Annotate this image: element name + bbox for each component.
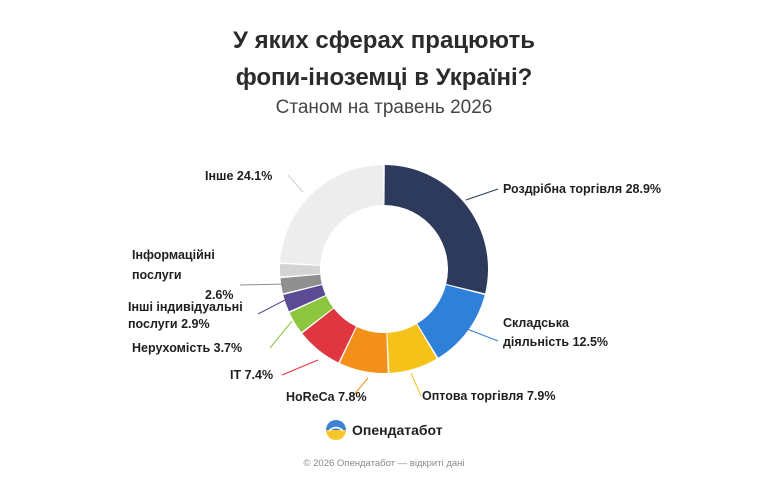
donut-slice-4 [339, 326, 388, 373]
leader-line-5 [281, 359, 319, 376]
donut-slice-7 [283, 285, 326, 312]
donut-slice-1 [384, 165, 488, 294]
slice-label-10-line-1: Інше 24.1% [205, 169, 272, 183]
slice-label-3-line-1: Оптова торгівля 7.9% [422, 389, 555, 403]
leader-line-10 [287, 174, 304, 193]
donut-slice-5 [302, 308, 356, 363]
donut-slice-8 [280, 274, 322, 294]
donut-slice-6 [289, 295, 334, 333]
donut-slice-10 [280, 165, 384, 265]
chart-title-line1: У яких сферах працюють [233, 27, 535, 54]
leader-line-7 [257, 298, 288, 315]
leader-line-2 [461, 326, 499, 342]
opendatabot-logo-icon [326, 420, 346, 440]
leader-line-6 [269, 320, 293, 349]
slice-label-8-line-3: 2.6% [205, 288, 234, 302]
footer-credit: © 2026 Опендатабот — відкриті дані [303, 458, 465, 469]
slice-label-7-line-2: послуги 2.9% [128, 317, 210, 331]
slice-label-8-line-1: Інформаційні [132, 248, 215, 262]
leader-line-8 [239, 283, 286, 286]
slice-label-6-line-1: Нерухомість 3.7% [132, 341, 242, 355]
slice-label-7-line-1: Інші індивідуальні [128, 300, 243, 314]
slice-label-5-line-1: IT 7.4% [230, 368, 273, 382]
slice-label-8-line-2: послуги [132, 268, 182, 282]
chart-subtitle: Станом на травень 2026 [275, 97, 493, 118]
slice-label-2-line-1: Складська [503, 316, 570, 330]
slice-label-2-line-2: діяльність 12.5% [503, 335, 608, 349]
donut-slice-2 [417, 285, 485, 358]
slice-label-4-line-1: HoReCa 7.8% [286, 390, 367, 404]
leader-line-4 [352, 377, 369, 397]
brand-name: Опендатабот [352, 422, 443, 438]
brand: Опендатабот [326, 420, 443, 440]
slice-label-1-line-1: Роздрібна торгівля 28.9% [503, 182, 661, 196]
chart-title-line2: фопи-іноземці в Україні? [235, 64, 533, 91]
donut-slice-3 [387, 324, 437, 373]
leader-line-3 [410, 372, 422, 397]
leader-line-1 [465, 188, 499, 201]
donut-slice-9 [280, 263, 321, 277]
